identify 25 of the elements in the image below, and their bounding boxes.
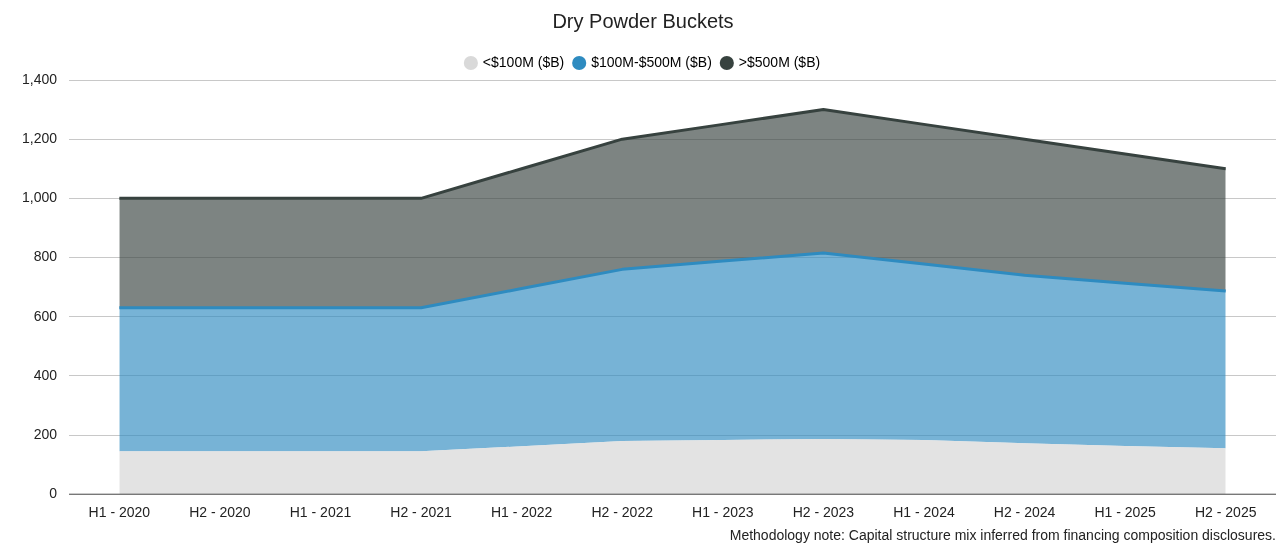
y-tick-label: 200 (33, 425, 58, 442)
x-tick-label: H2 - 2024 (993, 504, 1056, 521)
y-tick-label: 600 (33, 307, 58, 324)
x-tick-label: H1 - 2024 (893, 504, 955, 521)
x-tick-label: H2 - 2023 (792, 504, 855, 521)
legend-label: >$500M ($B) (738, 53, 821, 70)
x-tick-label: H1 - 2020 (88, 504, 151, 521)
y-tick-label: 400 (33, 366, 58, 383)
x-tick-label: H2 - 2022 (591, 504, 654, 521)
y-tick-label: 800 (33, 248, 58, 265)
chart-title: Dry Powder Buckets (552, 9, 734, 32)
y-tick-label: 0 (49, 485, 58, 502)
x-tick-label: H2 - 2021 (390, 504, 453, 521)
x-tick-label: H1 - 2023 (692, 504, 754, 521)
x-tick-label: H1 - 2025 (1094, 504, 1157, 521)
legend-label: <$100M ($B) (482, 53, 565, 70)
y-tick-label: 1,000 (21, 189, 58, 206)
y-tick-label: 1,200 (21, 130, 58, 147)
x-tick-label: H1 - 2022 (490, 504, 553, 521)
text: Methodology note: Capital structure mix inferred from financing composition disclosures. (728, 526, 1276, 544)
legend-label: $100M-$500M ($B) (591, 53, 712, 70)
y-tick-label: 1,400 (21, 70, 58, 87)
x-tick-label: H2 - 2025 (1194, 504, 1257, 521)
x-tick-label: H2 - 2020 (189, 504, 251, 521)
x-tick-label: H1 - 2021 (289, 504, 352, 521)
